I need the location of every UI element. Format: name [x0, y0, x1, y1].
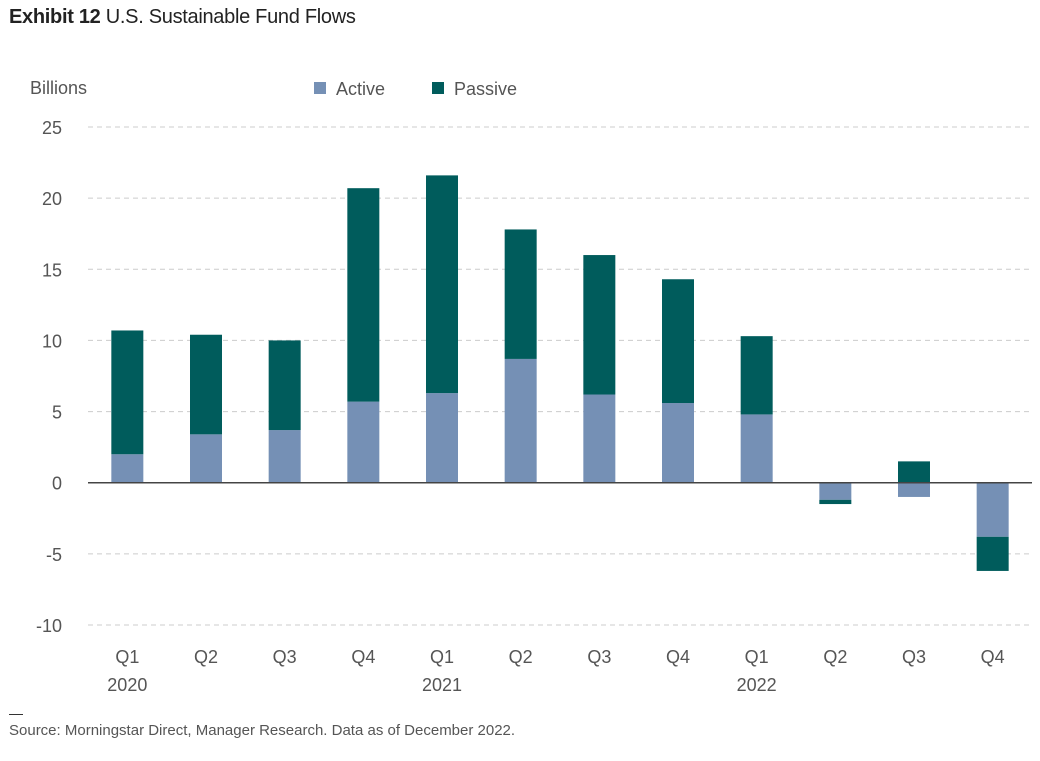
y-tick-label: -5 — [46, 545, 62, 565]
x-year-label: 2021 — [422, 675, 462, 695]
y-axis-label: Billions — [30, 78, 87, 98]
bar-passive — [898, 461, 930, 483]
bar-passive — [190, 334, 222, 435]
x-tick-label: Q4 — [351, 647, 375, 667]
y-tick-label: 0 — [52, 474, 62, 494]
y-tick-label: 20 — [42, 189, 62, 209]
bar-active — [583, 394, 616, 483]
y-tick-label: 5 — [52, 403, 62, 423]
y-tick-label: -10 — [36, 616, 62, 636]
x-tick-label: Q4 — [666, 647, 690, 667]
bar-active — [898, 482, 930, 497]
bar-passive — [976, 536, 1009, 571]
bar-passive — [347, 188, 380, 402]
x-tick-label: Q3 — [273, 647, 297, 667]
bar-passive — [583, 255, 616, 395]
bar-active — [426, 393, 458, 483]
x-tick-label: Q3 — [587, 647, 611, 667]
y-tick-label: 10 — [42, 331, 62, 351]
title-text: U.S. Sustainable Fund Flows — [105, 6, 356, 28]
x-year-label: 2022 — [737, 675, 777, 695]
bar-passive — [740, 336, 773, 415]
legend-swatch-passive — [432, 82, 444, 94]
legend-label-passive: Passive — [454, 79, 517, 99]
y-tick-label: 25 — [42, 118, 62, 138]
bar-active — [504, 358, 537, 483]
bar-passive — [111, 330, 144, 455]
x-tick-label: Q1 — [115, 647, 139, 667]
chart-title: Exhibit 12 U.S. Sustainable Fund Flows — [9, 6, 356, 29]
divider — [9, 714, 23, 715]
x-tick-label: Q2 — [823, 647, 847, 667]
x-year-label: 2020 — [107, 675, 147, 695]
bar-active — [111, 454, 144, 483]
bar-active — [662, 403, 694, 483]
x-tick-label: Q2 — [194, 647, 218, 667]
y-tick-label: 15 — [42, 260, 62, 280]
bar-passive — [268, 340, 301, 431]
x-tick-label: Q4 — [981, 647, 1005, 667]
bar-active — [268, 430, 301, 483]
x-tick-label: Q1 — [430, 647, 454, 667]
bar-active — [740, 414, 773, 483]
source-note: Source: Morningstar Direct, Manager Rese… — [9, 722, 516, 739]
x-tick-label: Q3 — [902, 647, 926, 667]
bar-active — [347, 401, 380, 483]
legend-label-active: Active — [336, 79, 385, 99]
bar-passive — [504, 229, 537, 359]
x-tick-label: Q1 — [745, 647, 769, 667]
stacked-bar-chart: 25 20 15 10 5 0 -5 -10 Billions Q1 Q2 Q3 Q4 Q1 Q2 Q3 Q4 Q… — [30, 78, 1032, 695]
bar-active — [819, 482, 852, 500]
bar-active — [976, 482, 1009, 537]
x-tick-label: Q2 — [509, 647, 533, 667]
bar-passive — [662, 279, 694, 404]
bar-passive — [426, 175, 458, 394]
bar-active — [190, 434, 222, 483]
exhibit-number: Exhibit 12 — [9, 6, 101, 28]
legend-swatch-active — [314, 82, 326, 94]
bar-passive — [819, 499, 852, 505]
